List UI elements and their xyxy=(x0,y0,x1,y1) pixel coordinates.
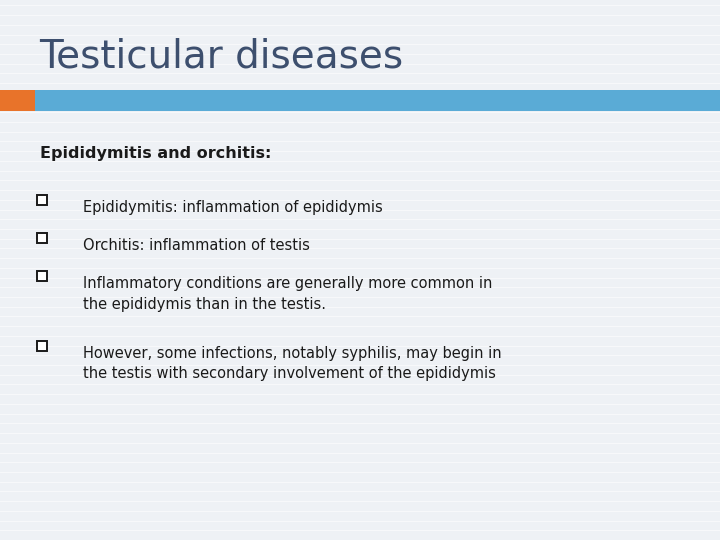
Text: However, some infections, notably syphilis, may begin in
the testis with seconda: However, some infections, notably syphil… xyxy=(83,346,501,381)
Bar xyxy=(0,90,35,111)
Bar xyxy=(35,90,720,111)
Text: Inflammatory conditions are generally more common in
the epididymis than in the : Inflammatory conditions are generally mo… xyxy=(83,276,492,312)
Text: Epididymitis and orchitis:: Epididymitis and orchitis: xyxy=(40,146,271,161)
Text: Epididymitis: inflammation of epididymis: Epididymitis: inflammation of epididymis xyxy=(83,200,382,215)
Text: Testicular diseases: Testicular diseases xyxy=(40,38,404,76)
Text: Orchitis: inflammation of testis: Orchitis: inflammation of testis xyxy=(83,238,310,253)
